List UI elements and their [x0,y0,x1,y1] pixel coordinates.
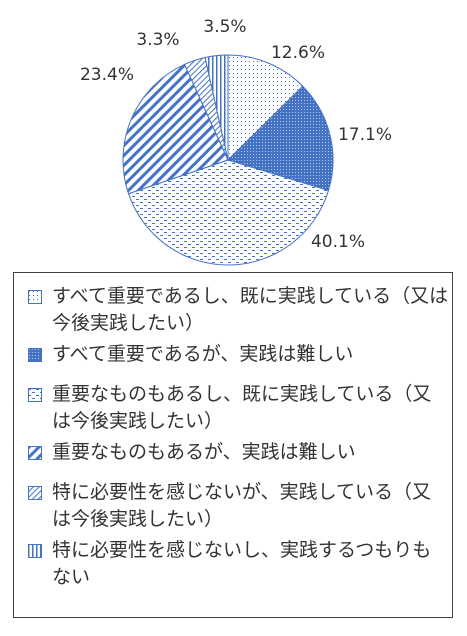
pie-slice [227,85,334,192]
legend: すべて重要であるし、既に実践している（又は今後実践したい） すべて重要であるが、… [13,272,453,618]
pie-slice [204,54,229,161]
pie-slice [122,63,229,195]
legend-swatch [28,388,42,402]
slice-value-label: 40.1% [311,232,365,252]
pie-slices [122,54,334,266]
legend-label: 重要なものもあるが、実践は難しい [52,441,356,463]
slice-value-label: 23.4% [80,65,134,85]
legend-label: 重要なものもあるし、既に実践している（又は今後実践したい） [52,383,432,432]
legend-label: 特に必要性を感じないし、実践するつもりもない [52,539,432,588]
pie-slice [127,159,330,266]
legend-swatch [28,348,42,362]
slice-value-label: 3.3% [136,30,179,50]
slice-value-label: 17.1% [338,125,392,145]
legend-swatch [28,446,42,460]
legend-swatch [28,486,42,500]
slice-value-label: 12.6% [271,43,325,63]
legend-label: すべて重要であるが、実践は難しい [52,343,354,365]
legend-swatch [28,290,42,304]
pie-chart: 12.6% 17.1% 40.1% 23.4%3.3% 3.5% [80,17,392,266]
pie-slice [227,54,304,162]
pie-labels: 12.6% 17.1% 40.1% 23.4%3.3% 3.5% [80,17,392,252]
slice-value-label: 3.5% [203,17,246,37]
legend-label: すべて重要であるし、既に実践している（又は今後実践したい） [52,285,449,334]
legend-label: 特に必要性を感じないが、実践している（又は今後実践したい） [52,481,432,530]
legend-swatch [28,544,42,558]
